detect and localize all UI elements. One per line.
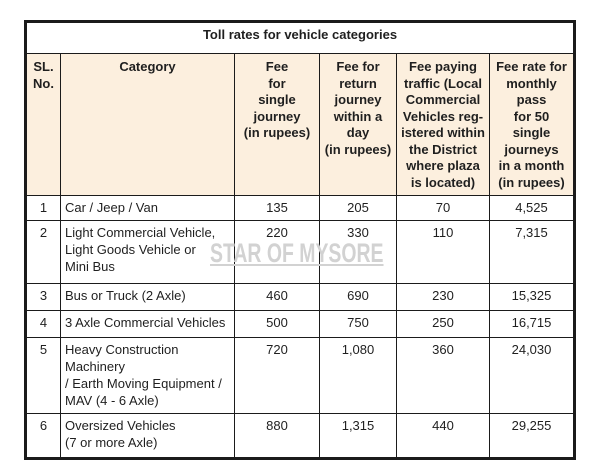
cell-fee-single: 135 (234, 195, 320, 221)
cell-category: Heavy Construction Machinery / Earth Mov… (60, 337, 235, 414)
cell-fee-return: 690 (319, 283, 397, 311)
cell-sl-no: 5 (25, 337, 61, 414)
cell-fee-return: 330 (319, 220, 397, 284)
cell-category: Bus or Truck (2 Axle) (60, 283, 235, 311)
cell-fee-monthly: 16,715 (489, 310, 575, 338)
cell-fee-monthly: 4,525 (489, 195, 575, 221)
cell-fee-return: 1,080 (319, 337, 397, 414)
toll-rates-table: Toll rates for vehicle categories SL. No… (24, 20, 576, 460)
cell-fee-single: 500 (234, 310, 320, 338)
table-row: 4 3 Axle Commercial Vehicles 500 750 250… (25, 310, 575, 338)
cell-fee-monthly: 7,315 (489, 220, 575, 284)
cell-category: 3 Axle Commercial Vehicles (60, 310, 235, 338)
table-title: Toll rates for vehicle categories (25, 21, 575, 54)
cell-fee-local: 70 (396, 195, 490, 221)
cell-fee-local: 440 (396, 413, 490, 459)
cell-category: Oversized Vehicles (7 or more Axle) (60, 413, 235, 459)
title-row: Toll rates for vehicle categories (25, 21, 575, 54)
cell-fee-local: 230 (396, 283, 490, 311)
table-row: 3 Bus or Truck (2 Axle) 460 690 230 15,3… (25, 283, 575, 311)
column-header-category: Category (60, 53, 235, 196)
column-header-fee-local-commercial: Fee paying traffic (Local Commercial Veh… (396, 53, 490, 196)
table-row: 1 Car / Jeep / Van 135 205 70 4,525 (25, 195, 575, 221)
cell-sl-no: 1 (25, 195, 61, 221)
cell-fee-monthly: 29,255 (489, 413, 575, 459)
cell-fee-local: 110 (396, 220, 490, 284)
cell-category: Car / Jeep / Van (60, 195, 235, 221)
cell-fee-monthly: 15,325 (489, 283, 575, 311)
cell-sl-no: 6 (25, 413, 61, 459)
header-row: SL. No. Category Fee for single journey … (25, 53, 575, 196)
cell-fee-return: 1,315 (319, 413, 397, 459)
cell-fee-single: 460 (234, 283, 320, 311)
cell-fee-single: 720 (234, 337, 320, 414)
cell-fee-return: 205 (319, 195, 397, 221)
table-row: 2 Light Commercial Vehicle, Light Goods … (25, 220, 575, 284)
cell-sl-no: 4 (25, 310, 61, 338)
cell-category: Light Commercial Vehicle, Light Goods Ve… (60, 220, 235, 284)
cell-fee-monthly: 24,030 (489, 337, 575, 414)
cell-fee-local: 250 (396, 310, 490, 338)
column-header-fee-single-journey: Fee for single journey (in rupees) (234, 53, 320, 196)
column-header-fee-monthly-pass: Fee rate for monthly pass for 50 single … (489, 53, 575, 196)
cell-fee-single: 880 (234, 413, 320, 459)
table-row: 5 Heavy Construction Machinery / Earth M… (25, 337, 575, 414)
cell-fee-return: 750 (319, 310, 397, 338)
cell-fee-local: 360 (396, 337, 490, 414)
cell-sl-no: 2 (25, 220, 61, 284)
table-row: 6 Oversized Vehicles (7 or more Axle) 88… (25, 413, 575, 459)
column-header-sl-no: SL. No. (25, 53, 61, 196)
cell-fee-single: 220 (234, 220, 320, 284)
column-header-fee-return-journey: Fee for return journey within a day (in … (319, 53, 397, 196)
cell-sl-no: 3 (25, 283, 61, 311)
